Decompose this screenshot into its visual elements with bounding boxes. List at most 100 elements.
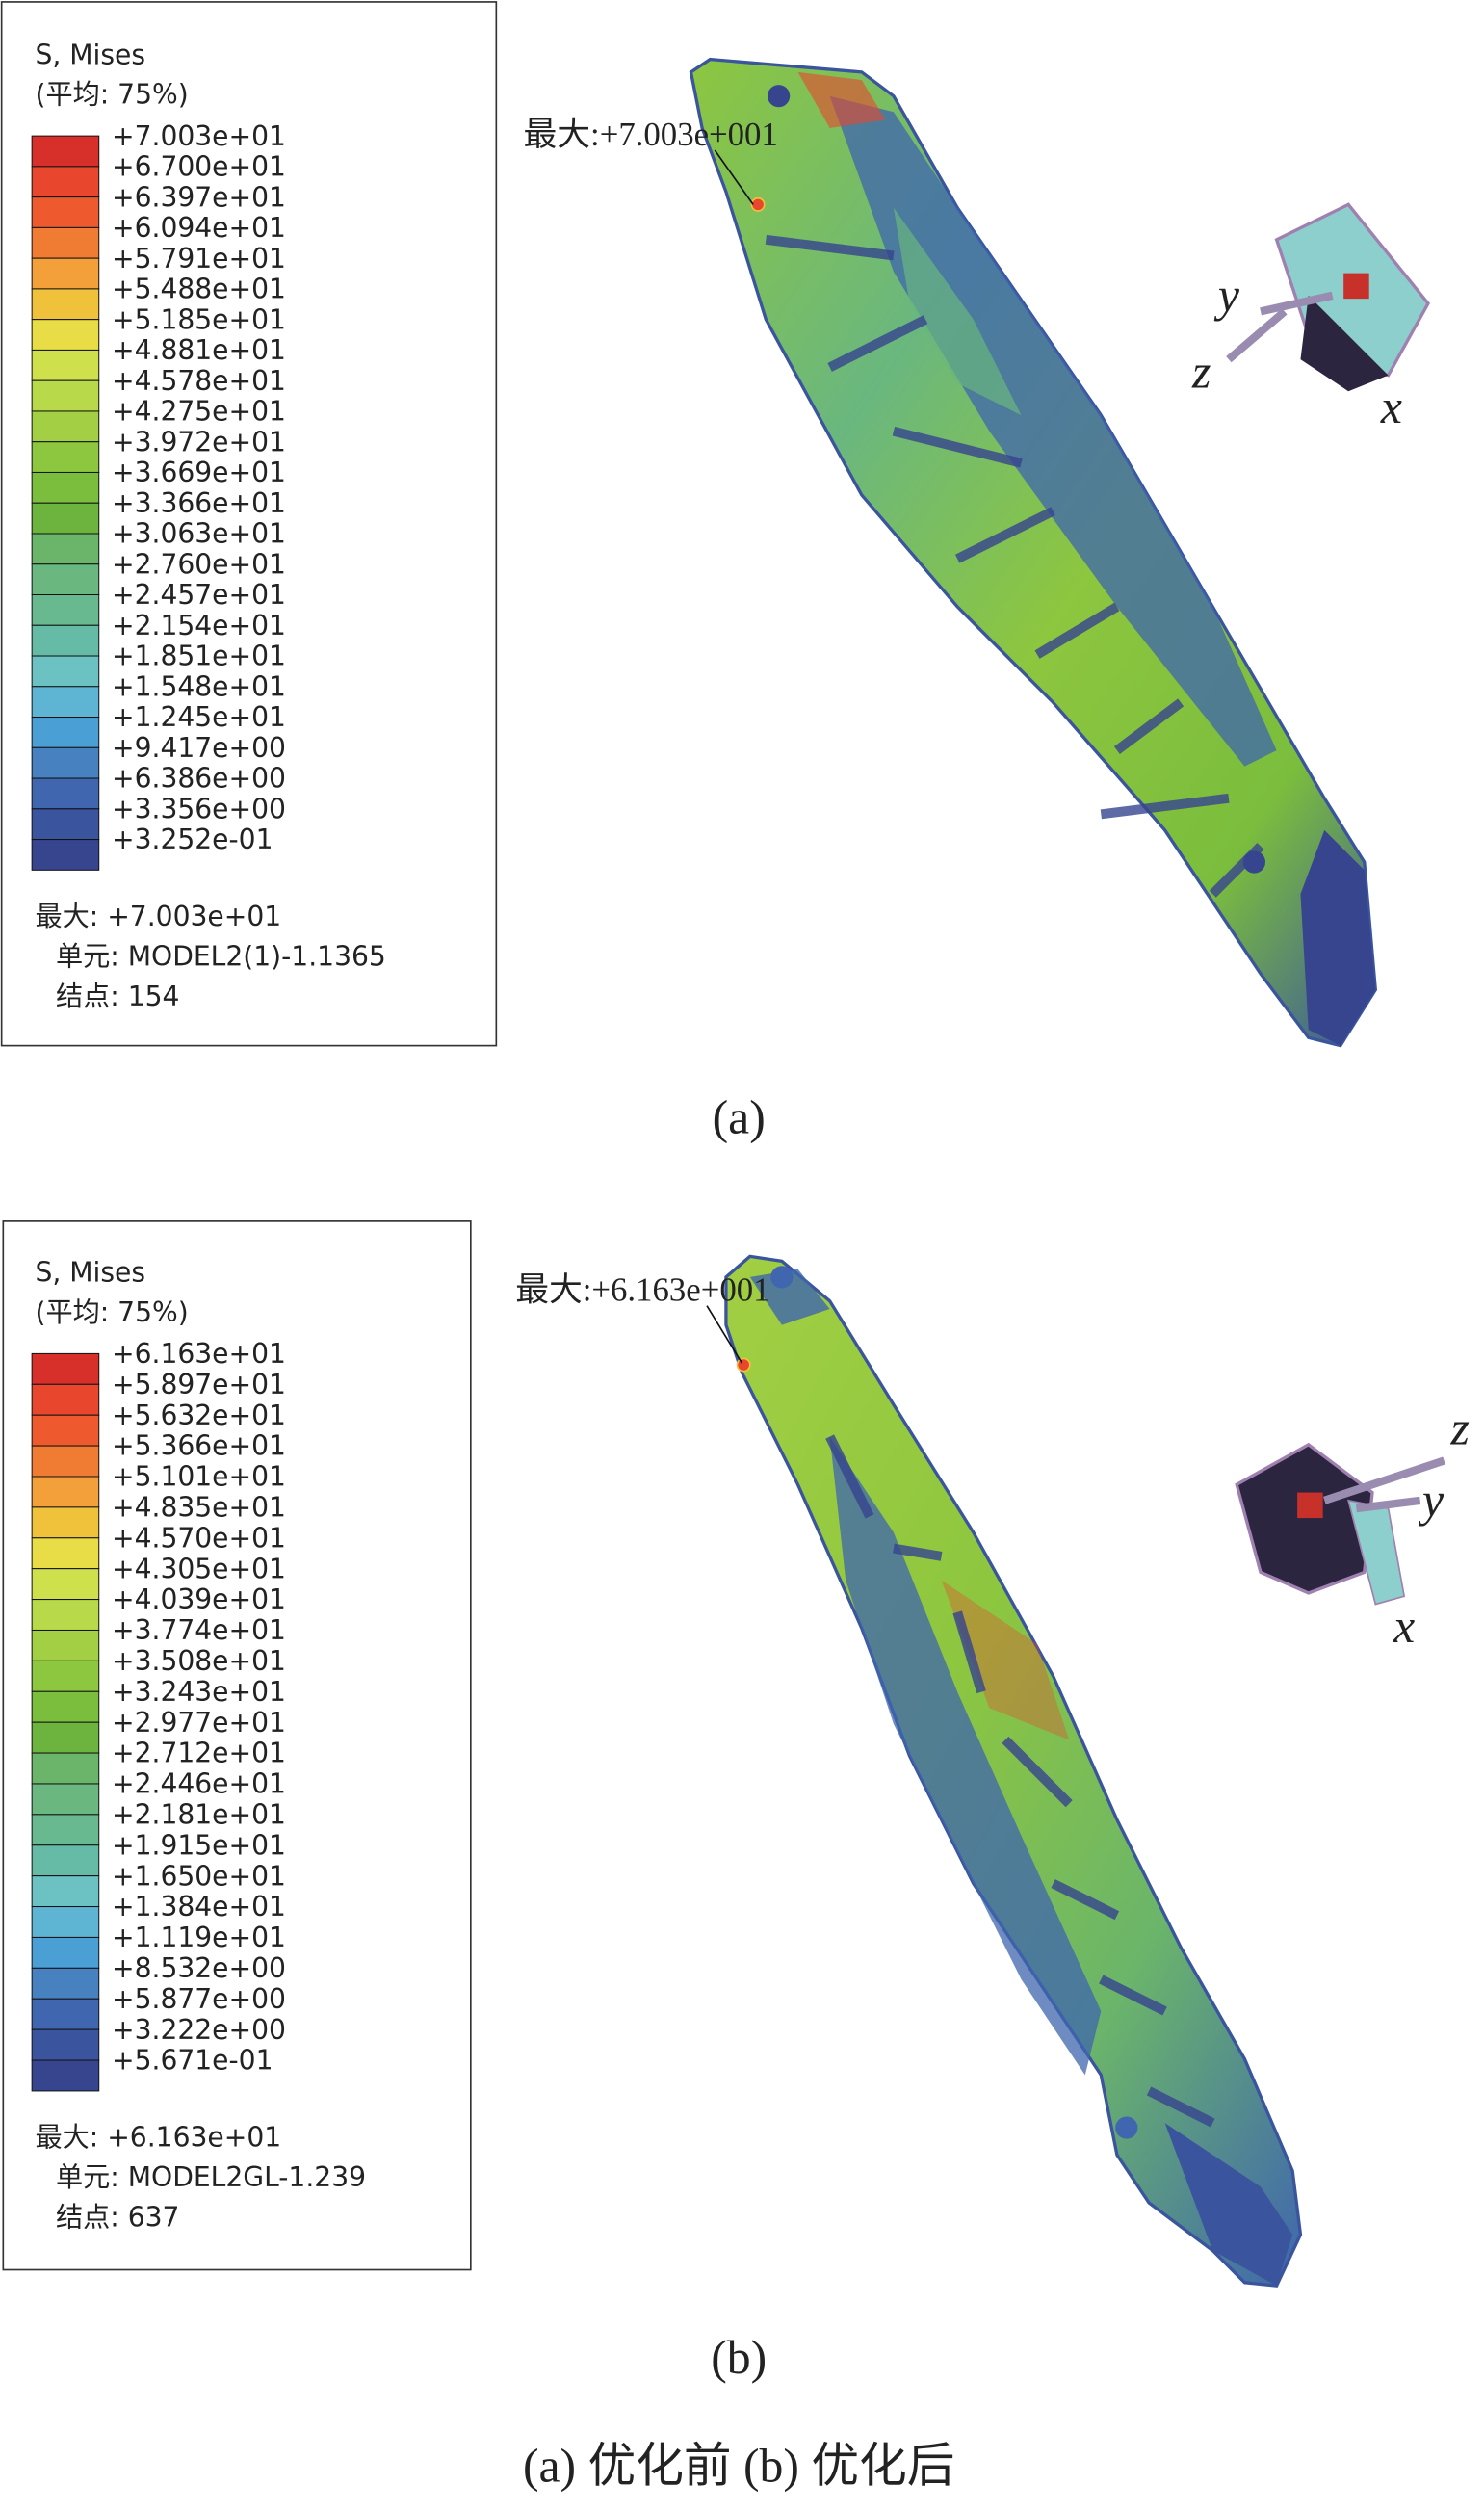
legend-label: +5.791e+01 bbox=[112, 243, 286, 275]
color-band bbox=[31, 288, 100, 321]
legend-element: 单元: MODEL2(1)-1.1365 bbox=[56, 940, 386, 972]
triad-a bbox=[1226, 202, 1430, 392]
legend-title: S, Mises bbox=[35, 1257, 145, 1289]
color-band bbox=[31, 686, 100, 719]
axis-label: y bbox=[1213, 269, 1240, 322]
legend-label: +3.972e+01 bbox=[112, 426, 286, 458]
axis-label: x bbox=[1380, 380, 1402, 433]
color-band bbox=[31, 746, 100, 779]
color-band bbox=[31, 808, 100, 841]
legend-label: +5.488e+01 bbox=[112, 274, 286, 305]
color-band bbox=[31, 533, 100, 565]
annotation-leader bbox=[714, 149, 754, 205]
axis-label: y bbox=[1418, 1474, 1445, 1527]
legend-label: +3.063e+01 bbox=[112, 518, 286, 550]
axis-label: z bbox=[1449, 1402, 1469, 1455]
legend-label: +4.835e+01 bbox=[112, 1492, 286, 1524]
color-band bbox=[31, 1721, 100, 1754]
legend-max: 最大: +7.003e+01 bbox=[35, 901, 281, 932]
max-annotation: 最大:+6.163e+001 bbox=[515, 1270, 769, 1308]
legend-label: +3.669e+01 bbox=[112, 457, 286, 488]
legend-label: +4.275e+01 bbox=[112, 396, 286, 428]
legend-label: +6.397e+01 bbox=[112, 181, 286, 213]
legend-label: +3.252e-01 bbox=[112, 824, 273, 855]
legend-subtitle: (平均: 75%) bbox=[35, 1296, 188, 1328]
legend-label: +4.570e+01 bbox=[112, 1522, 286, 1554]
legend-label: +5.877e+00 bbox=[112, 1983, 286, 2015]
panel-caption: (b) bbox=[711, 2331, 767, 2384]
color-band bbox=[31, 1383, 100, 1416]
legend-label: +5.632e+01 bbox=[112, 1399, 286, 1431]
annotation-leader bbox=[706, 1305, 743, 1364]
legend-label: +3.508e+01 bbox=[112, 1645, 286, 1677]
legend-max: 最大: +6.163e+01 bbox=[35, 2122, 281, 2154]
legend-title: S, Mises bbox=[35, 39, 145, 70]
legend-label: +7.003e+01 bbox=[112, 120, 286, 152]
color-band bbox=[31, 1476, 100, 1508]
color-band bbox=[31, 777, 100, 810]
color-band bbox=[31, 1967, 100, 2000]
legend-label: +1.245e+01 bbox=[112, 701, 286, 733]
color-band bbox=[31, 410, 100, 443]
color-band bbox=[31, 226, 100, 259]
max-annotation: 最大:+7.003e+001 bbox=[523, 116, 777, 153]
color-band bbox=[31, 502, 100, 535]
legend-label: +6.094e+01 bbox=[112, 212, 286, 244]
color-band bbox=[31, 839, 100, 871]
legend-label: +2.712e+01 bbox=[112, 1738, 286, 1769]
legend-label: +8.532e+00 bbox=[112, 1952, 286, 1984]
color-band bbox=[31, 1537, 100, 1570]
axis-label: x bbox=[1393, 1600, 1415, 1653]
color-band bbox=[31, 196, 100, 228]
legend-label: +6.700e+01 bbox=[112, 151, 286, 183]
color-band bbox=[31, 1906, 100, 1938]
legend-label: +3.243e+01 bbox=[112, 1676, 286, 1708]
legend-label: +3.366e+01 bbox=[112, 487, 286, 519]
panel-caption: (a) bbox=[713, 1091, 766, 1144]
legend-label: +1.548e+01 bbox=[112, 670, 286, 702]
color-band bbox=[31, 1414, 100, 1447]
legend-label: +3.222e+00 bbox=[112, 2014, 286, 2046]
legend-label: +1.650e+01 bbox=[112, 1860, 286, 1892]
color-band bbox=[31, 1599, 100, 1631]
legend-label: +4.305e+01 bbox=[112, 1553, 286, 1584]
legend-label: +2.457e+01 bbox=[112, 579, 286, 611]
color-band bbox=[31, 1875, 100, 1908]
color-band bbox=[31, 1814, 100, 1846]
color-band bbox=[31, 1352, 100, 1385]
color-band bbox=[31, 2059, 100, 2092]
legend-label: +5.671e-01 bbox=[112, 2045, 273, 2077]
color-band bbox=[31, 349, 100, 381]
model-b bbox=[724, 1254, 1303, 2288]
legend-label: +6.386e+00 bbox=[112, 763, 286, 795]
legend-label: +1.119e+01 bbox=[112, 1922, 286, 1953]
legend-label: +3.774e+01 bbox=[112, 1614, 286, 1646]
legend-label: +1.851e+01 bbox=[112, 641, 286, 672]
legend-label: +2.154e+01 bbox=[112, 610, 286, 641]
color-band bbox=[31, 1506, 100, 1539]
legend-subtitle: (平均: 75%) bbox=[35, 79, 188, 111]
legend-label: +3.356e+00 bbox=[112, 793, 286, 824]
color-band bbox=[31, 1629, 100, 1661]
legend-label: +9.417e+00 bbox=[112, 732, 286, 764]
triad-b bbox=[1235, 1442, 1445, 1606]
color-band bbox=[31, 563, 100, 596]
color-band bbox=[31, 594, 100, 626]
model-a bbox=[689, 57, 1378, 1048]
legend-label: +4.881e+01 bbox=[112, 334, 286, 366]
legend-label: +5.185e+01 bbox=[112, 303, 286, 335]
legend-label: +5.366e+01 bbox=[112, 1430, 286, 1462]
legend-node: 结点: 154 bbox=[56, 981, 180, 1012]
legend-label: +4.039e+01 bbox=[112, 1583, 286, 1615]
legend-label: +5.101e+01 bbox=[112, 1461, 286, 1493]
color-band bbox=[31, 1660, 100, 1692]
legend-node: 结点: 637 bbox=[56, 2201, 180, 2233]
legend-label: +2.446e+01 bbox=[112, 1768, 286, 1800]
color-band bbox=[31, 257, 100, 290]
legend-label: +1.384e+01 bbox=[112, 1891, 286, 1922]
legend-label: +2.977e+01 bbox=[112, 1707, 286, 1739]
color-band bbox=[31, 624, 100, 657]
legend-label: +4.578e+01 bbox=[112, 365, 286, 397]
color-band bbox=[31, 1445, 100, 1478]
